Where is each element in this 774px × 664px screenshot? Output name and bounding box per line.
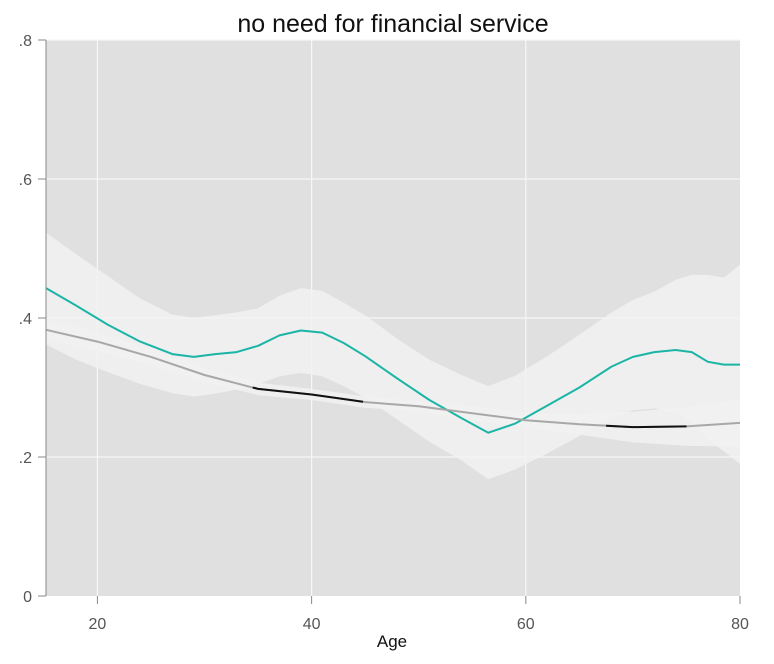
gray-confidence-band — [46, 320, 740, 447]
x-tick-label: 80 — [731, 616, 749, 633]
highlight-segment — [606, 424, 687, 429]
y-tick-label: .6 — [19, 172, 32, 189]
y-tick-label: .2 — [19, 450, 32, 467]
y-tick-label: 0 — [23, 589, 32, 606]
y-tick-label: .4 — [19, 311, 32, 328]
x-tick-label: 60 — [517, 616, 535, 633]
chart-title: no need for financial service — [237, 10, 548, 38]
highlight-segment — [252, 386, 364, 403]
teal-series-line — [45, 287, 740, 434]
confidence-bands — [46, 232, 740, 480]
y-tick-label: .8 — [19, 33, 32, 50]
x-axis-title: Age — [377, 632, 407, 651]
x-tick-label: 40 — [303, 616, 321, 633]
axes: 0 .2 .4 .6 .8 20 40 60 80 — [19, 33, 749, 633]
series-lines — [45, 287, 741, 434]
x-tick-label: 20 — [89, 616, 107, 633]
